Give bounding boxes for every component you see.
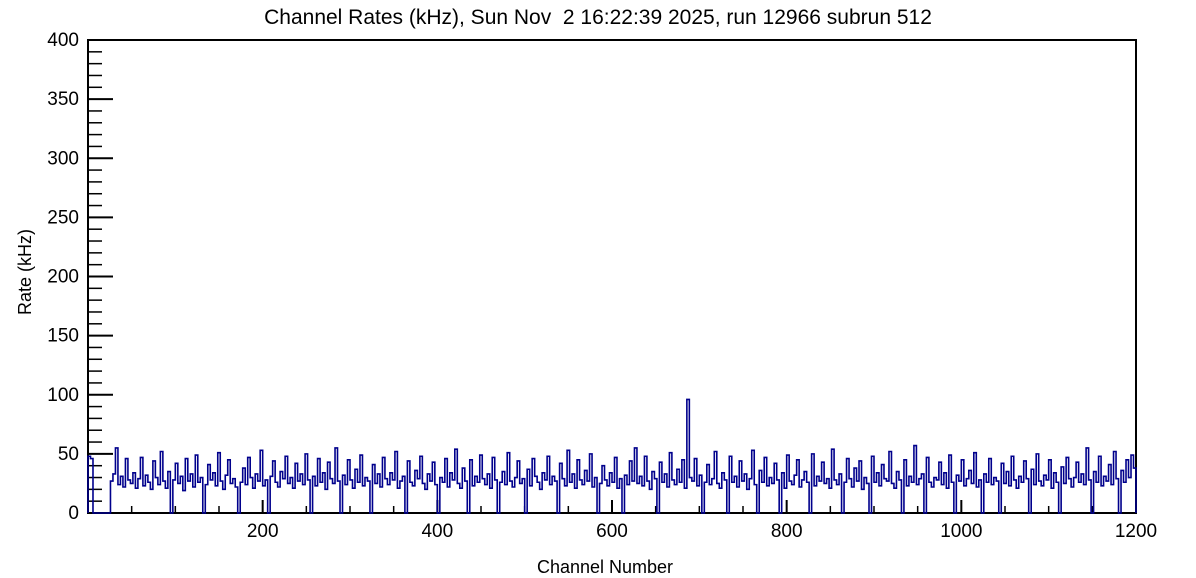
y-tick-label: 250 [47,207,79,228]
y-tick-label: 200 [47,267,79,288]
x-tick-label: 1200 [1115,521,1157,542]
y-tick-label: 50 [58,444,79,465]
x-tick-label: 200 [247,521,279,542]
y-tick-label: 150 [47,326,79,347]
x-tick-label: 800 [771,521,803,542]
x-tick-label: 400 [421,521,453,542]
y-tick-label: 350 [47,89,79,110]
x-axis-title: Channel Number [0,536,1196,577]
y-tick-label: 0 [68,503,79,524]
chart-title: Channel Rates (kHz), Sun Nov 2 16:22:39 … [264,6,932,29]
y-tick-label: 400 [47,30,79,51]
rate-histogram-line [87,398,1137,514]
plot-frame [87,39,1137,514]
y-tick-label: 100 [47,385,79,406]
x-tick-label: 1000 [940,521,982,542]
x-tick-label: 600 [596,521,628,542]
x-axis-title-text: Channel Number [536,557,674,577]
y-tick-label: 300 [47,148,79,169]
